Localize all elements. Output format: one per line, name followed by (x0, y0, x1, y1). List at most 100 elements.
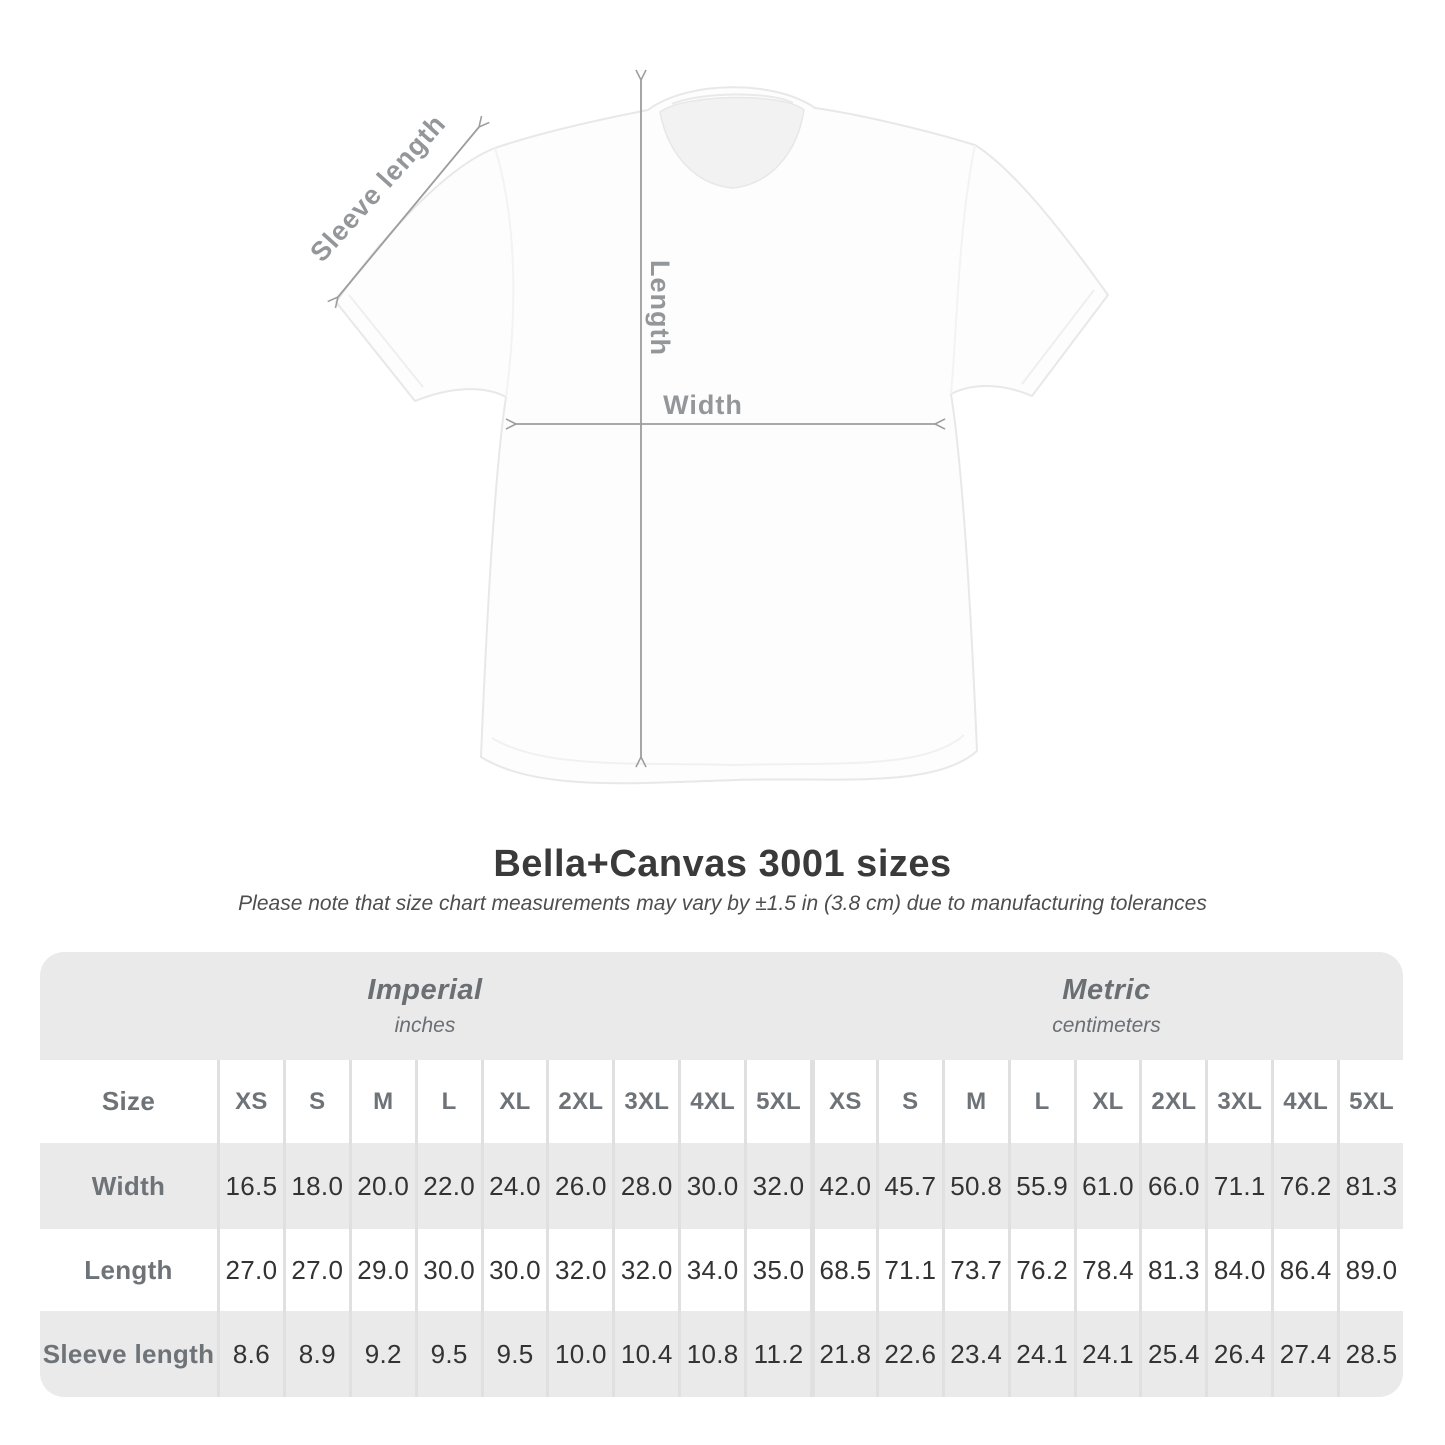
value-cell: 66.0 (1139, 1143, 1205, 1229)
imperial-label: Imperial (367, 974, 483, 1006)
value-cell: 50.8 (941, 1143, 1008, 1229)
value-cell: 9.5 (414, 1311, 481, 1397)
value-cell: 8.6 (217, 1311, 283, 1397)
size-header-cell: 3XL (612, 1060, 678, 1143)
size-header-cell: M (348, 1060, 415, 1143)
size-table: Imperial inches Metric centimeters Size … (40, 952, 1403, 1397)
value-cell: 26.0 (546, 1143, 612, 1229)
tshirt-right-sleeve-seam (950, 144, 976, 395)
value-cell: 32.0 (744, 1143, 810, 1229)
value-cell: 27.4 (1271, 1311, 1337, 1397)
size-header-cell: S (875, 1060, 942, 1143)
tshirt-hem-seam (491, 734, 965, 767)
value-cell: 30.0 (480, 1229, 547, 1311)
value-cell: 18.0 (282, 1143, 349, 1229)
value-cell: 25.4 (1139, 1311, 1205, 1397)
size-header-cell: 5XL (744, 1060, 810, 1143)
width-label: Width (663, 390, 743, 420)
value-cell: 26.4 (1205, 1311, 1271, 1397)
value-cell: 24.1 (1007, 1311, 1074, 1397)
metric-unit-label: centimeters (1052, 1014, 1161, 1037)
value-cell: 78.4 (1073, 1229, 1140, 1311)
value-cell: 22.0 (414, 1143, 481, 1229)
value-cell: 32.0 (612, 1229, 678, 1311)
value-cell: 10.8 (678, 1311, 744, 1397)
value-cell: 71.1 (1205, 1143, 1271, 1229)
imperial-unit-label: inches (394, 1014, 456, 1037)
value-cell: 10.4 (612, 1311, 678, 1397)
value-cell: 24.0 (480, 1143, 547, 1229)
value-cell: 45.7 (875, 1143, 942, 1229)
size-header-cell: XS (217, 1060, 283, 1143)
tshirt-neck-opening (659, 96, 805, 189)
size-column-header: Size (101, 1086, 156, 1116)
tshirt-measurement-diagram: Width Length Sleeve length (304, 69, 1109, 785)
value-cell: 9.5 (480, 1311, 547, 1397)
tshirt-left-cuff-seam (348, 294, 424, 388)
tshirt-left-sleeve-seam (494, 147, 515, 398)
value-cell: 55.9 (1007, 1143, 1074, 1229)
page-title: Bella+Canvas 3001 sizes (493, 843, 952, 885)
value-cell: 71.1 (875, 1229, 942, 1311)
value-cell: 61.0 (1073, 1143, 1140, 1229)
length-label: Length (645, 260, 675, 356)
value-cell: 30.0 (678, 1143, 744, 1229)
row-label: Width (91, 1170, 166, 1201)
value-cell: 35.0 (744, 1229, 810, 1311)
size-header-cell: 3XL (1205, 1060, 1271, 1143)
table-row-sleeve-length: Sleeve length 8.6 8.9 9.2 9.5 9.5 10.0 1… (40, 1311, 1403, 1397)
table-row-length: Length 27.0 27.0 29.0 30.0 30.0 32.0 32.… (40, 1229, 1403, 1311)
value-cell: 29.0 (348, 1229, 415, 1311)
value-cell: 24.1 (1073, 1311, 1140, 1397)
table-row-width: Width 16.5 18.0 20.0 22.0 24.0 26.0 28.0… (40, 1143, 1403, 1229)
value-cell: 23.4 (941, 1311, 1008, 1397)
table-unit-header: Imperial inches Metric centimeters (40, 952, 1403, 1060)
value-cell: 86.4 (1271, 1229, 1337, 1311)
size-header-cell: XL (1073, 1060, 1140, 1143)
value-cell: 27.0 (217, 1229, 283, 1311)
value-cell: 81.3 (1337, 1143, 1403, 1229)
page-subtitle: Please note that size chart measurements… (238, 892, 1207, 915)
value-cell: 42.0 (809, 1143, 876, 1229)
size-header-cell: XL (480, 1060, 547, 1143)
tshirt-diagram-svg: Width Length Sleeve length (304, 69, 1109, 785)
value-cell: 8.9 (282, 1311, 349, 1397)
value-cell: 20.0 (348, 1143, 415, 1229)
value-cell: 28.0 (612, 1143, 678, 1229)
value-cell: 73.7 (941, 1229, 1008, 1311)
size-header-cell: L (1007, 1060, 1074, 1143)
value-cell: 27.0 (282, 1229, 349, 1311)
value-cell: 81.3 (1139, 1229, 1205, 1311)
size-header-cell: M (941, 1060, 1008, 1143)
tshirt-body-outline (335, 86, 1109, 785)
row-label: Sleeve length (42, 1338, 215, 1369)
value-cell: 22.6 (875, 1311, 942, 1397)
value-cell: 89.0 (1337, 1229, 1403, 1311)
size-header-cell: 2XL (546, 1060, 612, 1143)
value-cell: 10.0 (546, 1311, 612, 1397)
row-label: Length (84, 1254, 173, 1285)
sleeve-length-arrow (327, 115, 490, 309)
size-header-cell: XS (809, 1060, 876, 1143)
table-header-imperial: Imperial inches (40, 952, 810, 1060)
value-cell: 11.2 (744, 1311, 810, 1397)
value-cell: 34.0 (678, 1229, 744, 1311)
size-header-cell: 2XL (1139, 1060, 1205, 1143)
size-header-cell: L (414, 1060, 481, 1143)
size-header-cell: 4XL (678, 1060, 744, 1143)
table-header-metric: Metric centimeters (810, 952, 1403, 1060)
tshirt-collar-band-seam (671, 93, 794, 105)
size-header-cell: S (282, 1060, 349, 1143)
value-cell: 21.8 (809, 1311, 876, 1397)
size-header-cell: 5XL (1337, 1060, 1403, 1143)
value-cell: 28.5 (1337, 1311, 1403, 1397)
value-cell: 76.2 (1007, 1229, 1074, 1311)
size-header-cell: 4XL (1271, 1060, 1337, 1143)
metric-label: Metric (1062, 974, 1151, 1006)
value-cell: 9.2 (348, 1311, 415, 1397)
value-cell: 30.0 (414, 1229, 481, 1311)
size-header-row: Size XS S M L XL 2XL 3XL 4XL 5XL XS S M … (40, 1060, 1403, 1143)
tshirt-graphic (335, 86, 1109, 785)
value-cell: 84.0 (1205, 1229, 1271, 1311)
value-cell: 32.0 (546, 1229, 612, 1311)
